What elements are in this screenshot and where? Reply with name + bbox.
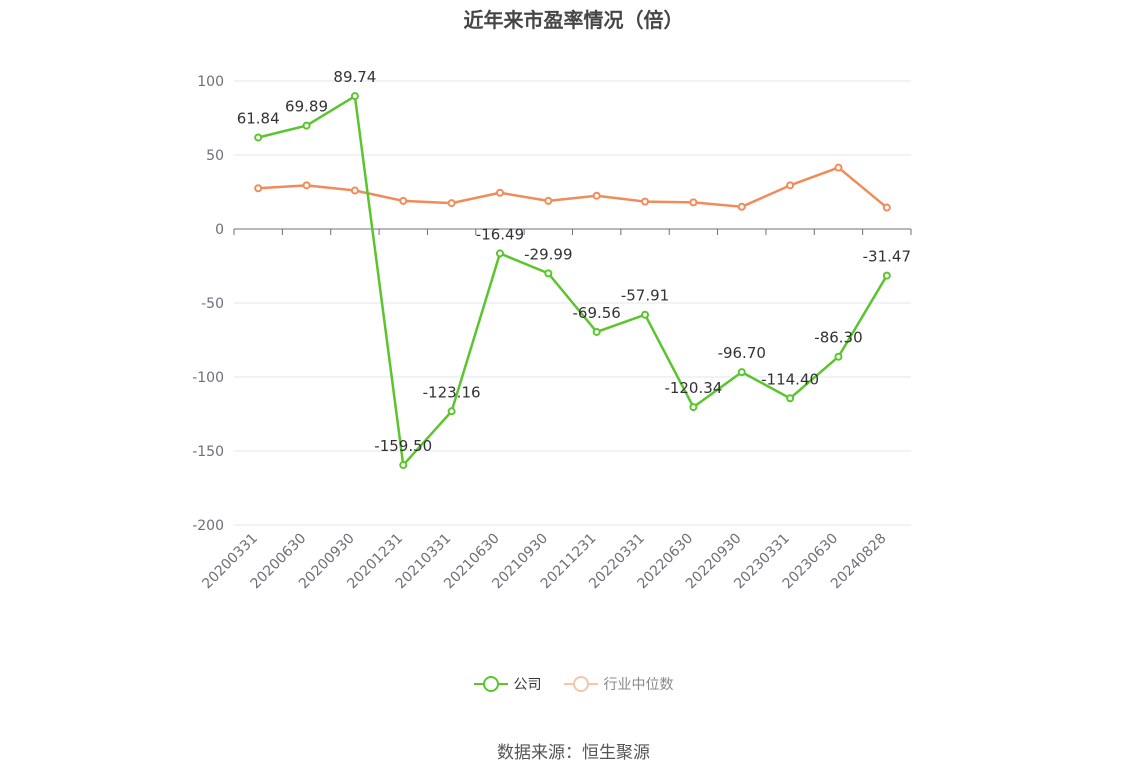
company-data-point [786, 394, 795, 403]
industry-median-data-point [737, 202, 746, 211]
industry-median-data-point [689, 198, 698, 207]
company-data-label: -114.40 [761, 370, 819, 388]
company-data-label: -29.99 [524, 245, 572, 263]
y-tick-label: 0 [215, 222, 224, 238]
company-data-point [544, 269, 553, 278]
y-tick-label: 50 [206, 148, 224, 164]
label-layer: 61.84 69.89 89.74 -159.50 -123.16 -16.49-29.9… [237, 68, 911, 455]
company-data-label: 69.89 [285, 98, 328, 116]
industry-median-data-point [350, 186, 359, 195]
company-data-label: -120.34 [664, 379, 722, 397]
company-series-line [257, 94, 888, 467]
company-data-label: 89.74 [333, 68, 376, 86]
company-data-point [399, 461, 408, 470]
industry-median-data-point [447, 199, 456, 208]
company-data-label: 61.84 [237, 109, 280, 127]
legend-company-label: 公司 [513, 677, 542, 693]
company-data-label: -86.30 [814, 329, 862, 347]
industry-median-data-point [544, 196, 553, 205]
y-tick-label: -100 [192, 370, 224, 386]
company-data-point [302, 121, 311, 130]
company-data-point [689, 403, 698, 412]
company-data-point [737, 368, 746, 377]
legend-industry-label: 行业中位数 [603, 677, 674, 693]
company-data-label: -96.70 [718, 344, 766, 362]
y-tick-label: 100 [197, 74, 224, 90]
series-layer [254, 92, 891, 470]
y-tick-label: -50 [201, 296, 224, 312]
company-data-label: -159.50 [374, 437, 432, 455]
industry-median-data-point [882, 203, 891, 212]
industry-median-data-point [834, 163, 843, 172]
line-chart: 100500-50-100-150-2002020033120200630202… [192, 68, 912, 592]
company-data-point [495, 249, 504, 258]
industry-median-data-point [254, 184, 263, 193]
legend-industry-marker-icon [563, 675, 598, 693]
company-data-label: -31.47 [863, 248, 911, 266]
industry-median-data-point [302, 181, 311, 190]
y-tick-label: -150 [192, 444, 224, 460]
company-data-point [254, 133, 263, 142]
y-tick-label: -200 [192, 518, 224, 534]
axis-layer: 100500-50-100-150-2002020033120200630202… [192, 74, 912, 592]
industry-median-series-line [258, 166, 888, 209]
company-data-point [641, 310, 650, 319]
chart-title: 近年来市盈率情况（倍） [463, 8, 684, 32]
company-data-point [350, 92, 359, 101]
company-data-label: -69.56 [572, 304, 620, 322]
industry-median-data-point [399, 196, 408, 205]
company-data-label: -57.91 [621, 287, 669, 305]
industry-median-data-point [641, 197, 650, 206]
legend-company-marker-icon [473, 675, 508, 693]
legend-item-industry-median[interactable]: 行业中位数 [563, 674, 674, 694]
company-data-point [592, 327, 601, 336]
source-note: 数据来源：恒生聚源 [497, 743, 650, 763]
company-data-point [447, 407, 456, 416]
company-data-point [882, 271, 891, 280]
legend: 公司 行业中位数 [0, 674, 1147, 694]
industry-median-data-point [592, 191, 601, 200]
company-data-label: -123.16 [423, 383, 481, 401]
industry-median-data-point [495, 188, 504, 197]
company-data-label: -16.49 [476, 225, 524, 243]
company-data-point [834, 352, 843, 361]
industry-median-data-point [786, 181, 795, 190]
legend-item-company[interactable]: 公司 [473, 674, 542, 694]
